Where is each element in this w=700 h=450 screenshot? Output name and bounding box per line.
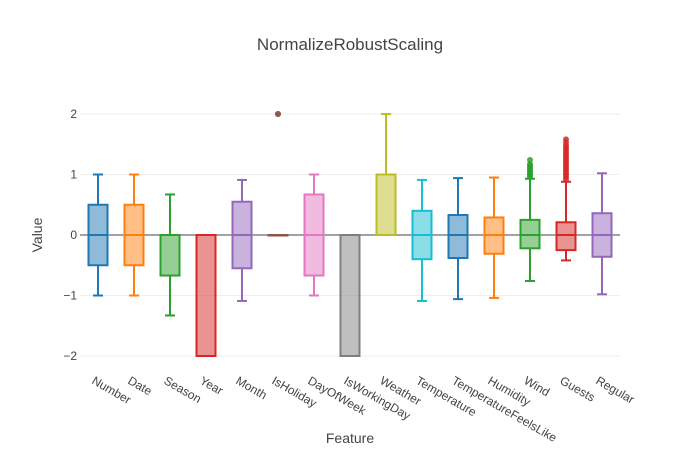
box-isholiday[interactable] bbox=[267, 111, 289, 237]
box-season[interactable] bbox=[159, 193, 181, 317]
interquartile-box bbox=[447, 214, 469, 259]
x-tick-label: Guests bbox=[558, 373, 598, 404]
x-axis-title: Feature bbox=[326, 430, 374, 446]
outlier-point bbox=[563, 136, 569, 143]
interquartile-box bbox=[159, 234, 181, 277]
interquartile-box bbox=[555, 221, 577, 252]
box-layer bbox=[87, 111, 613, 357]
box-regular[interactable] bbox=[591, 172, 613, 296]
outlier-point bbox=[527, 161, 533, 168]
box-month[interactable] bbox=[231, 178, 253, 302]
interquartile-box bbox=[195, 234, 217, 357]
box-wind[interactable] bbox=[519, 156, 541, 282]
box-date[interactable] bbox=[123, 173, 145, 297]
box-humidity[interactable] bbox=[483, 176, 505, 299]
y-tick-label: −2 bbox=[63, 349, 77, 363]
x-tick-label: Season bbox=[162, 373, 204, 405]
x-tick-label: Number bbox=[90, 373, 134, 406]
y-tick-label: 2 bbox=[70, 107, 77, 121]
box-guests[interactable] bbox=[555, 136, 577, 262]
y-tick-label: 1 bbox=[70, 168, 77, 182]
x-tick-label: Month bbox=[234, 373, 270, 402]
box-number[interactable] bbox=[87, 173, 109, 297]
box-dayofweek[interactable] bbox=[303, 173, 325, 297]
x-tick-label: Regular bbox=[594, 373, 637, 406]
y-tick-label: −1 bbox=[63, 289, 77, 303]
box-year[interactable] bbox=[195, 234, 217, 357]
box-isworkingday[interactable] bbox=[339, 234, 361, 357]
y-tick-labels: −2 −1 0 1 2 bbox=[63, 107, 77, 363]
chart-title: NormalizeRobustScaling bbox=[257, 35, 443, 54]
box-temperaturefeelslike[interactable] bbox=[447, 177, 469, 301]
outlier-point bbox=[275, 111, 281, 117]
interquartile-box bbox=[375, 173, 397, 236]
y-axis-title: Value bbox=[29, 217, 45, 252]
outlier-point bbox=[527, 156, 533, 163]
box-temperature[interactable] bbox=[411, 178, 433, 302]
box-weather[interactable] bbox=[375, 113, 397, 236]
interquartile-box bbox=[339, 234, 361, 357]
y-tick-label: 0 bbox=[70, 228, 77, 242]
